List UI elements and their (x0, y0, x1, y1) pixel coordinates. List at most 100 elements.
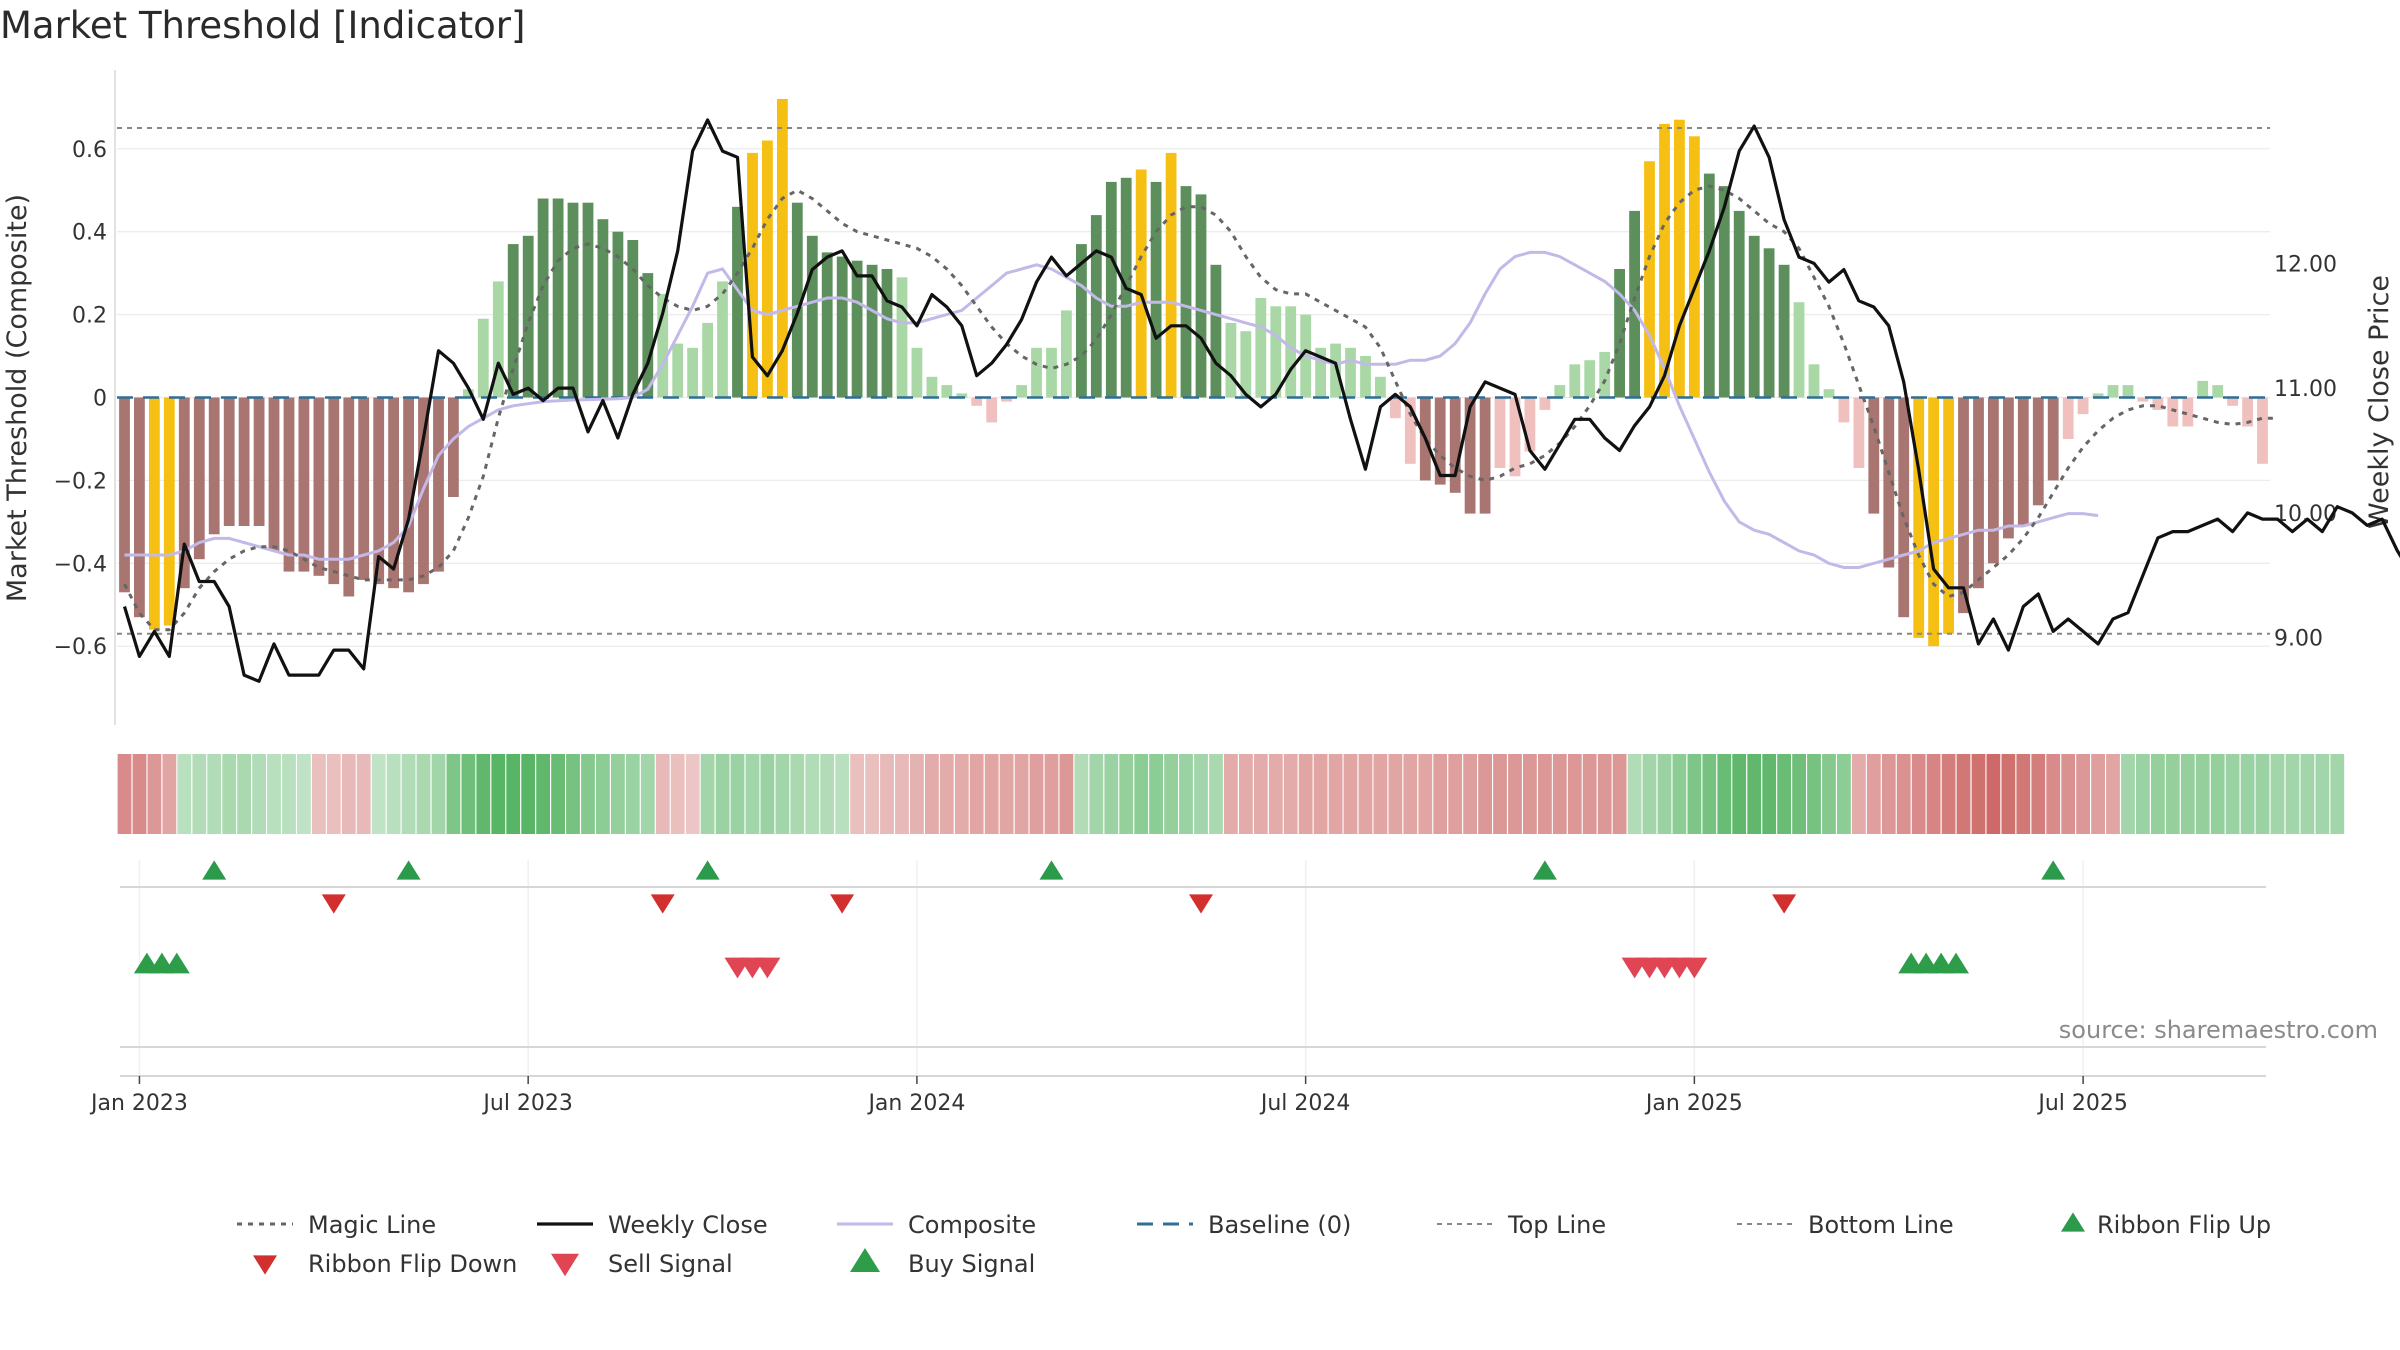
ribbon-cell (2151, 754, 2165, 834)
source-note: source: sharemaestro.com (2059, 1016, 2378, 1044)
ribbon-cell (416, 754, 431, 834)
ribbon-cell (2195, 754, 2210, 834)
ribbon-cell (2225, 754, 2240, 834)
composite-bar (522, 235, 534, 398)
composite-bar (986, 397, 998, 423)
ribbon-cell (745, 754, 760, 834)
composite-bar (1016, 385, 1027, 398)
composite-bar (1853, 397, 1865, 468)
legend-item-buy: Buy Signal (850, 1248, 1035, 1278)
ribbon-cell (237, 754, 251, 834)
ribbon-cell (521, 754, 536, 834)
legend-label: Ribbon Flip Down (308, 1250, 517, 1278)
composite-bar (597, 219, 609, 398)
legend-swatch (253, 1255, 277, 1275)
right-tick-label: 12.00 (2274, 252, 2337, 277)
composite-bar (1868, 397, 1880, 514)
composite-bar (1883, 397, 1895, 568)
ribbon-cell (1074, 754, 1089, 834)
ribbon-cell (1478, 754, 1492, 834)
composite-bar (477, 318, 489, 398)
composite-bar (2182, 397, 2194, 427)
composite-bar (1031, 347, 1042, 398)
ribbon-flip-down-marker (321, 894, 346, 914)
right-tick-label: 11.00 (2274, 377, 2337, 402)
ribbon-cell (1762, 754, 1777, 834)
composite-bar (941, 385, 953, 398)
ribbon-cell (581, 754, 595, 834)
ribbon-cell (1194, 754, 1208, 834)
ribbon-cell (1672, 754, 1687, 834)
ribbon-cell (775, 754, 790, 834)
legend-item-close: Weekly Close (537, 1211, 768, 1239)
ribbon-cell (1971, 754, 1986, 834)
composite-bar (163, 397, 175, 626)
ribbon-cell (2136, 754, 2150, 834)
ribbon-cell (2076, 754, 2090, 834)
x-tick-label: Jul 2024 (1259, 1091, 1351, 1116)
composite-bar (1674, 119, 1685, 398)
x-tick-label: Jan 2024 (866, 1091, 965, 1116)
ribbon-cell (147, 754, 162, 834)
ribbon-cell (1702, 754, 1717, 834)
composite-bar (2003, 397, 2014, 539)
ribbon-cell (1552, 754, 1567, 834)
x-tick-label: Jul 2025 (2036, 1091, 2128, 1116)
ribbon-cell (2240, 754, 2255, 834)
left-tick-label: −0.4 (54, 552, 107, 577)
composite-bar (1793, 302, 1805, 398)
ribbon-flip-up-marker (202, 860, 227, 880)
composite-bar (1375, 376, 1386, 398)
ribbon-cell (835, 754, 850, 834)
composite-bar (1076, 244, 1087, 398)
composite-bar (1061, 310, 1072, 398)
composite-bar (1539, 397, 1551, 410)
composite-bar (2092, 393, 2104, 398)
weekly-close-line (122, 118, 2400, 683)
ribbon-cell (356, 754, 371, 834)
composite-bar (463, 389, 474, 398)
sell-signal-marker (1681, 957, 1708, 979)
ribbon-cell (1493, 754, 1507, 834)
composite-bar (851, 260, 863, 398)
ribbon-cell (700, 754, 715, 834)
composite-bar (732, 206, 743, 398)
composite-bar (762, 140, 773, 398)
composite-bar (223, 397, 235, 526)
composite-bar (1270, 306, 1282, 398)
ribbon-cell (984, 754, 999, 834)
composite-bar (642, 273, 654, 398)
ribbon-cell (282, 754, 296, 834)
ribbon-cell (2330, 754, 2345, 834)
ribbon-cell (1104, 754, 1119, 834)
composite-bar (911, 347, 923, 398)
composite-bar (358, 397, 370, 580)
ribbon-flip-down-marker (1189, 894, 1213, 914)
legend-item-flipup: Ribbon Flip Up (2061, 1211, 2271, 1239)
composite-bar (2137, 397, 2149, 402)
composite-bar (373, 397, 385, 585)
composite-bar (777, 99, 788, 398)
composite-bar (2257, 397, 2268, 464)
ribbon-cell (326, 754, 341, 834)
ribbon-cell (1209, 754, 1223, 834)
ribbon-cell (162, 754, 177, 834)
ribbon-cell (715, 754, 730, 834)
composite-bar (806, 235, 818, 398)
composite-bar (1150, 181, 1162, 398)
ribbon-flip-up-marker (2041, 860, 2066, 880)
ribbon-flip-down-marker (830, 894, 855, 914)
composite-bar (1599, 351, 1611, 398)
ribbon-cell (1253, 754, 1268, 834)
legend-label: Magic Line (308, 1211, 436, 1239)
legend-label: Bottom Line (1808, 1211, 1954, 1239)
ribbon-cell (476, 754, 491, 834)
ribbon-cell (431, 754, 446, 834)
ribbon-cell (1582, 754, 1597, 834)
legend-swatch (850, 1248, 880, 1272)
composite-bar (1928, 397, 1939, 647)
composite-bar (1509, 397, 1521, 477)
composite-bar (1285, 306, 1297, 398)
composite-bar (612, 231, 624, 398)
composite-bar (1823, 389, 1835, 398)
